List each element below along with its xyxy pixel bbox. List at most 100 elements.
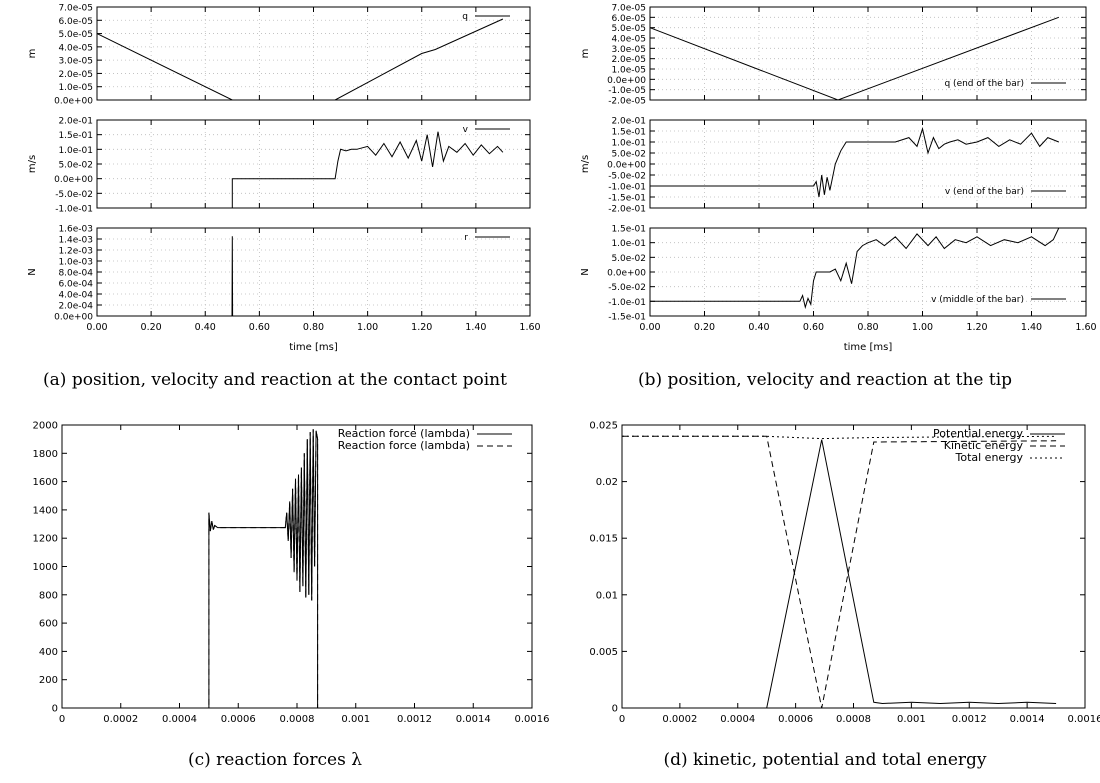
- chart-d-ytick-label: 0.025: [589, 421, 618, 432]
- chart-b-panel-2-ylabel: N: [580, 268, 591, 275]
- chart-b-panel-0-ytick-label: 5.0e-05: [611, 24, 646, 34]
- chart-d-series-line-2: [622, 435, 1057, 440]
- chart-b-panel-1-series-line-0: [650, 126, 1059, 198]
- chart-d: 0.025 0.02 0.015 0.01 0.005 00 0.0002 0.0004 0.0…: [589, 421, 1100, 726]
- chart-b-panel-2-ytick-label: 1.5e-01: [611, 225, 646, 235]
- chart-d-xtick-label: 0.0002: [662, 714, 697, 725]
- chart-b-panel-1-ytick-label: -1.5e-01: [608, 194, 646, 204]
- caption-c: (c) reaction forces λ: [187, 750, 363, 770]
- chart-a-panel-2-xtick-label: 1.00: [357, 322, 378, 333]
- chart-c-ytick-label: 1200: [33, 534, 58, 545]
- chart-c-series-line-1: [62, 429, 503, 709]
- chart-c-ytick-label: 0: [52, 704, 58, 715]
- chart-b-panel-2-ytick-label: -5.0e-02: [608, 283, 646, 293]
- chart-a-panel-1-series-line-0: [97, 131, 504, 209]
- chart-a-panel-2-xtick-label: 0.00: [86, 322, 107, 333]
- chart-c-xtick-label: 0.0012: [397, 714, 432, 725]
- chart-b-panel-1-ytick-label: -1.0e-01: [608, 183, 646, 193]
- chart-b-panel-2-xtick-label: 1.20: [966, 322, 987, 333]
- chart-a-xlabel: time [ms]: [289, 342, 338, 353]
- chart-c-xtick-label: 0.0004: [162, 714, 197, 725]
- chart-a: 7.0e-05 6.0e-05 5.0e-05 4.0e-05 3.0e-05 2.0e-…: [27, 4, 541, 354]
- chart-d-ytick-label: 0.005: [589, 647, 618, 658]
- chart-b-panel-1-ytick-label: 1.0e-01: [611, 139, 646, 149]
- chart-b-panel-0-ytick-label: 2.0e-05: [611, 55, 646, 65]
- chart-a-panel-0-ytick-label: 1.0e-05: [58, 83, 93, 93]
- chart-b-panel-0-ylabel: m: [580, 49, 591, 59]
- chart-a-panel-2-ytick-label: 1.4e-03: [58, 236, 93, 246]
- chart-a-panel-1-ytick-label: 2.0e-01: [58, 117, 93, 127]
- chart-c-legend-label: Reaction force (lambda): [338, 427, 470, 440]
- chart-c-xtick-label: 0.0002: [103, 714, 138, 725]
- chart-a-panel-0-ytick-label: 2.0e-05: [58, 70, 93, 80]
- chart-d-ytick-label: 0: [612, 704, 618, 715]
- chart-d-xtick-label: 0.001: [897, 714, 926, 725]
- chart-a-panel-2-ytick-label: 0.0e+00: [54, 313, 93, 323]
- chart-d-ytick-label: 0.015: [589, 534, 618, 545]
- chart-a-panel-1-ytick-label: 5.0e-02: [58, 161, 93, 171]
- chart-b-panel-1-ytick-label: 5.0e-02: [611, 150, 646, 160]
- chart-d-series-line-0: [622, 439, 1057, 709]
- chart-b-panel-2-series-line-0: [650, 227, 1060, 310]
- chart-b-panel-0-ytick-label: -2.0e-05: [608, 97, 646, 107]
- chart-b-panel-0-ytick-label: 4.0e-05: [611, 35, 646, 45]
- chart-b-panel-0-ytick-label: 0.0e+00: [607, 76, 646, 86]
- chart-b-panel-2-xtick-label: 1.60: [1075, 322, 1096, 333]
- chart-a-panel-2-xtick-label: 0.40: [195, 322, 216, 333]
- chart-a-panel-2-ytick-label: 4.0e-04: [58, 291, 93, 301]
- chart-c-ytick-label: 1600: [33, 477, 58, 488]
- chart-a-panel-2-ytick-label: 8.0e-04: [58, 269, 93, 279]
- chart-a-panel-2-ytick-label: 1.2e-03: [58, 247, 93, 257]
- chart-b-panel-1-legend-label: v (end of the bar): [945, 187, 1024, 197]
- chart-a-panel-2-ytick-label: 6.0e-04: [58, 280, 93, 290]
- chart-a-panel-0-ylabel: m: [27, 49, 38, 59]
- chart-a-panel-2-xtick-label: 1.20: [411, 322, 432, 333]
- chart-b-panel-2-ytick-label: -1.5e-01: [608, 313, 646, 323]
- chart-d-xtick-label: 0.0006: [778, 714, 813, 725]
- chart-d-legend-label: Potential energy: [933, 427, 1024, 440]
- chart-b-panel-0-ytick-label: 3.0e-05: [611, 45, 646, 55]
- chart-d-xtick-label: 0.0004: [720, 714, 755, 725]
- chart-d-series-line-1: [622, 435, 1057, 709]
- chart-a-panel-0-ytick-label: 7.0e-05: [58, 4, 93, 14]
- chart-a-panel-2-ylabel: N: [27, 268, 38, 275]
- chart-a-panel-2-xtick-label: 1.60: [519, 322, 540, 333]
- chart-a-panel-2-xtick-label: 0.60: [249, 322, 270, 333]
- caption-a: (a) position, velocity and reaction at t…: [43, 370, 507, 390]
- chart-a-panel-2-ytick-label: 1.0e-03: [58, 258, 93, 268]
- chart-d-ytick-label: 0.02: [596, 477, 618, 488]
- chart-b-panel-1-ytick-label: -5.0e-02: [608, 172, 646, 182]
- chart-a-panel-2-series-line-0: [97, 236, 503, 317]
- chart-b-panel-2-legend-label: v (middle of the bar): [931, 295, 1024, 305]
- chart-b-panel-2-ytick-label: 0.0e+00: [607, 269, 646, 279]
- chart-a-panel-2-xtick-label: 0.20: [141, 322, 162, 333]
- chart-a-panel-1-ytick-label: 1.0e-01: [58, 146, 93, 156]
- chart-a-panel-1-ytick-label: -1.0e-01: [55, 205, 93, 215]
- chart-d-xtick-label: 0: [619, 714, 625, 725]
- chart-a-panel-1-ylabel: m/s: [27, 155, 38, 173]
- chart-b-panel-2-ytick-label: -1.0e-01: [608, 298, 646, 308]
- chart-a-panel-0-ytick-label: 6.0e-05: [58, 17, 93, 27]
- chart-c-ytick-label: 800: [39, 590, 58, 601]
- chart-a-panel-0-series-line-0: [96, 18, 504, 101]
- chart-c-ytick-label: 1800: [33, 449, 58, 460]
- chart-a-panel-2-ytick-label: 2.0e-04: [58, 302, 93, 312]
- chart-b-panel-2-ytick-label: 1.0e-01: [611, 239, 646, 249]
- chart-b-panel-2-xtick-label: 0.60: [803, 322, 824, 333]
- chart-c-ytick-label: 2000: [33, 421, 58, 432]
- chart-c-xtick-label: 0.0016: [515, 714, 550, 725]
- chart-a-panel-2-ytick-label: 1.6e-03: [58, 225, 93, 235]
- chart-b-panel-2-xtick-label: 1.00: [912, 322, 933, 333]
- chart-b-panel-1-ytick-label: 1.5e-01: [611, 128, 646, 138]
- chart-c-xtick-label: 0.0006: [221, 714, 256, 725]
- chart-a-panel-0-ytick-label: 0.0e+00: [54, 97, 93, 107]
- chart-b-panel-0-ytick-label: -1.0e-05: [608, 86, 646, 96]
- chart-d-xtick-label: 0.0016: [1068, 714, 1100, 725]
- chart-b-xlabel: time [ms]: [844, 342, 893, 353]
- chart-a-panel-0-ytick-label: 3.0e-05: [58, 57, 93, 67]
- chart-c-ytick-label: 200: [39, 675, 58, 686]
- chart-a-panel-1-ytick-label: 1.5e-01: [58, 131, 93, 141]
- chart-b-panel-2-ytick-label: 5.0e-02: [611, 254, 646, 264]
